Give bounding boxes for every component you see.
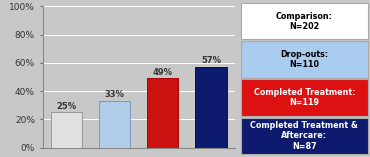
Text: 49%: 49%	[153, 68, 173, 77]
Text: 57%: 57%	[201, 56, 221, 65]
Text: Completed Treatment:
N=119: Completed Treatment: N=119	[254, 88, 355, 107]
Bar	[99, 101, 130, 148]
Text: Completed Treatment &
Aftercare:
N=87: Completed Treatment & Aftercare: N=87	[250, 121, 358, 151]
Text: 33%: 33%	[105, 90, 125, 99]
Text: 25%: 25%	[57, 102, 77, 111]
Bar	[147, 78, 178, 148]
Bar	[51, 112, 82, 148]
Bar	[195, 67, 226, 148]
Text: Comparison:
N=202: Comparison: N=202	[276, 12, 333, 31]
Text: Drop-outs:
N=110: Drop-outs: N=110	[280, 50, 329, 69]
